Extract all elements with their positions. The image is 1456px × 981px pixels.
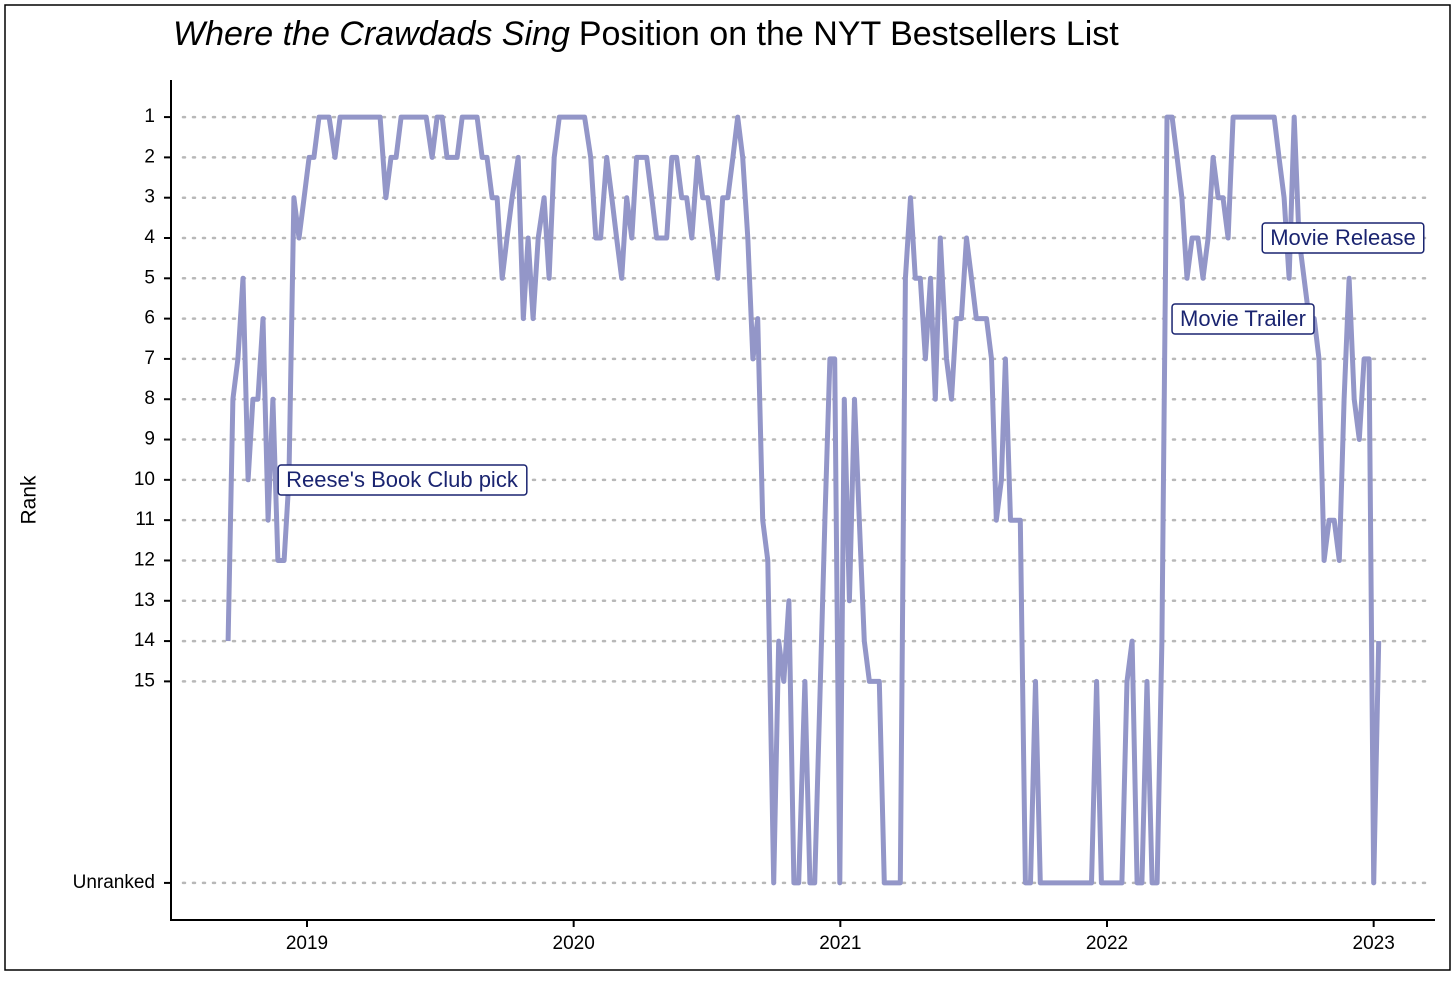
annotation-box xyxy=(1171,303,1315,335)
chart-title: Where the Crawdads Sing Position on the N… xyxy=(173,15,1119,53)
y-tick-label: Unranked xyxy=(73,872,155,893)
y-tick-label: 11 xyxy=(135,509,155,530)
y-tick-label: 3 xyxy=(144,187,155,208)
annotation: Movie Release xyxy=(1261,222,1425,254)
y-tick-label: 10 xyxy=(134,469,155,490)
y-tick-label: 15 xyxy=(134,670,155,691)
annotation-text: Reese's Book Club pick xyxy=(286,467,519,492)
y-tick-label: 7 xyxy=(144,348,155,369)
annotation-box xyxy=(1261,222,1425,254)
x-tick-label: 2023 xyxy=(1353,933,1395,954)
y-tick-label: 1 xyxy=(144,106,155,127)
title-italic: Where the Crawdads Sing xyxy=(173,15,570,53)
y-tick-label: 8 xyxy=(144,388,155,409)
y-tick-label: 6 xyxy=(144,308,155,329)
frame xyxy=(4,4,1451,971)
y-tick-label: 4 xyxy=(144,227,155,248)
annotation-text: Movie Release xyxy=(1270,225,1416,250)
y-tick-label: 13 xyxy=(134,590,155,611)
x-tick-label: 2019 xyxy=(286,933,328,954)
y-tick-label: 2 xyxy=(144,146,155,167)
x-tick-label: 2021 xyxy=(819,933,861,954)
annotation: Movie Trailer xyxy=(1171,303,1315,335)
annotation-box xyxy=(277,464,528,496)
x-tick-label: 2020 xyxy=(553,933,595,954)
y-tick-label: 9 xyxy=(144,429,155,450)
y-tick-label: 5 xyxy=(144,267,155,288)
y-axis-label: Rank xyxy=(18,475,41,525)
annotation: Reese's Book Club pick xyxy=(277,464,528,496)
x-tick-label: 2022 xyxy=(1086,933,1128,954)
y-tick-label: 14 xyxy=(134,630,156,651)
y-tick-label: 12 xyxy=(134,549,155,570)
title-rest: Position on the NYT Bestsellers List xyxy=(579,15,1119,53)
annotation-text: Movie Trailer xyxy=(1180,306,1306,331)
rank-line xyxy=(225,114,1382,886)
